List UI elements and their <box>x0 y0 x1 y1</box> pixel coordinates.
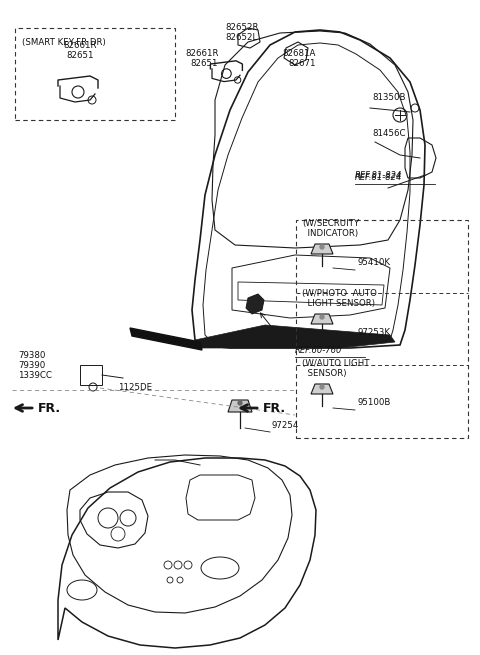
Circle shape <box>320 315 324 319</box>
Text: FR.: FR. <box>263 402 286 415</box>
Text: 79390: 79390 <box>18 361 45 370</box>
Text: REF.81-824: REF.81-824 <box>355 171 402 180</box>
Polygon shape <box>228 400 252 412</box>
Text: LIGHT SENSOR): LIGHT SENSOR) <box>302 299 375 308</box>
Text: 82681A: 82681A <box>282 49 315 58</box>
Bar <box>80 365 102 385</box>
Text: 82651: 82651 <box>190 59 217 68</box>
Text: 82652R: 82652R <box>225 23 259 32</box>
Text: 82651: 82651 <box>66 51 94 60</box>
Text: 81456C: 81456C <box>372 129 406 138</box>
Text: (SMART KEY-FR DR): (SMART KEY-FR DR) <box>22 38 106 47</box>
Text: 1339CC: 1339CC <box>18 371 52 380</box>
Text: 95100B: 95100B <box>357 398 390 407</box>
Text: 82671: 82671 <box>288 59 315 68</box>
Polygon shape <box>195 325 395 348</box>
Polygon shape <box>311 384 333 394</box>
Text: 82661R: 82661R <box>185 49 218 58</box>
Bar <box>15 28 175 120</box>
Text: SENSOR): SENSOR) <box>302 369 347 378</box>
Text: REF.81-824: REF.81-824 <box>355 173 402 182</box>
Text: (W/SECRUITY: (W/SECRUITY <box>302 219 359 228</box>
Text: (W/PHOTO  AUTO: (W/PHOTO AUTO <box>302 289 377 298</box>
Text: REF.60-760: REF.60-760 <box>295 346 342 355</box>
Text: (W/AUTO LIGHT: (W/AUTO LIGHT <box>302 359 370 368</box>
Polygon shape <box>311 244 333 254</box>
Text: FR.: FR. <box>38 402 61 415</box>
Text: 81350B: 81350B <box>372 93 406 102</box>
Circle shape <box>238 401 242 405</box>
Polygon shape <box>130 328 202 350</box>
Circle shape <box>320 245 324 249</box>
Text: 1125DE: 1125DE <box>118 383 152 392</box>
Text: INDICATOR): INDICATOR) <box>302 229 358 238</box>
Circle shape <box>320 385 324 389</box>
Polygon shape <box>246 294 264 314</box>
Text: 79380: 79380 <box>18 351 46 360</box>
Text: 97253K: 97253K <box>357 328 390 337</box>
Text: 95410K: 95410K <box>357 258 390 267</box>
Polygon shape <box>311 314 333 324</box>
Text: 82652L: 82652L <box>225 33 257 42</box>
Bar <box>296 220 468 438</box>
Text: 82661R: 82661R <box>63 41 97 50</box>
Text: 97254: 97254 <box>272 421 300 430</box>
